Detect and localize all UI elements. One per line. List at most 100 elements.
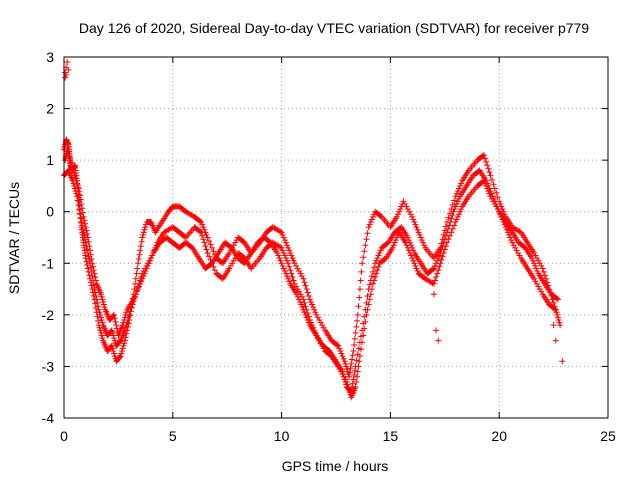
data-point [97,329,104,336]
y-tick-label: -3 [42,358,55,374]
data-point [226,249,233,256]
data-point [206,237,213,244]
data-point [438,246,445,253]
data-point [298,273,305,280]
data-point [69,164,76,171]
data-point [290,277,297,284]
data-point [232,239,239,246]
data-point [347,365,354,372]
data-point [284,242,291,249]
data-point [436,263,443,270]
data-point [141,270,148,277]
data-point [110,312,117,319]
x-axis-label: GPS time / hours [282,458,389,474]
data-point [553,309,560,316]
data-point [81,217,88,224]
data-point [531,275,538,282]
data-point [289,255,296,262]
data-point [74,180,81,187]
y-tick-label: 1 [46,152,54,168]
data-point [552,337,559,344]
data-point [120,342,127,349]
data-point [486,185,493,192]
data-point [98,332,105,339]
data-point [88,255,95,262]
data-point [435,337,442,344]
data-point [435,255,442,262]
data-point [397,206,404,213]
data-point [84,231,91,238]
data-point [355,345,362,352]
data-point [67,157,74,164]
data-point [410,247,417,254]
data-point [291,260,298,267]
data-point [275,252,282,259]
data-point [533,265,540,272]
data-point [375,252,382,259]
data-point [229,260,236,267]
data-point [348,360,355,367]
data-point [354,351,361,358]
data-point [206,253,213,260]
data-point [433,260,440,267]
data-point [116,353,123,360]
data-point [119,345,126,352]
data-point [100,301,107,308]
data-point [84,246,91,253]
data-point [393,213,400,220]
data-point [366,281,373,288]
data-point [377,247,384,254]
data-point [360,320,367,327]
data-point [313,311,320,318]
data-point [140,229,147,236]
data-point [535,283,542,290]
data-point [439,243,446,250]
data-point [277,243,284,250]
data-point [341,358,348,365]
data-point [284,257,291,264]
data-point [346,373,353,380]
data-point [75,201,82,208]
data-point [92,274,99,281]
data-point [535,257,542,264]
data-point [305,292,312,299]
data-point [203,231,210,238]
data-point [62,69,69,76]
data-point [146,257,153,264]
data-point [538,262,545,269]
data-point [410,216,417,223]
data-point [373,270,380,277]
data-point [401,200,408,207]
y-tick-label: 0 [46,204,54,220]
data-point [121,340,128,347]
data-point [390,242,397,249]
data-point [70,167,77,174]
data-point [432,262,439,269]
data-point [446,222,453,229]
data-point [489,193,496,200]
data-point [494,203,501,210]
data-point [552,306,559,313]
data-point [95,306,102,313]
data-point [85,238,92,245]
data-point [96,309,103,316]
data-point [554,296,561,303]
data-point [532,262,539,269]
data-point [413,265,420,272]
data-point [134,265,141,272]
data-point [451,197,458,204]
data-point [509,239,516,246]
data-point [278,229,285,236]
x-tick-labels: 0 5 10 15 20 25 [60,428,616,444]
data-point [137,280,144,287]
data-point [555,317,562,324]
data-point [550,299,557,306]
data-point [348,356,355,363]
data-point [145,260,152,267]
data-point [279,247,286,254]
data-point [139,234,146,241]
data-point [95,303,102,310]
data-point [136,251,143,258]
data-point [77,196,84,203]
data-point [281,252,288,259]
